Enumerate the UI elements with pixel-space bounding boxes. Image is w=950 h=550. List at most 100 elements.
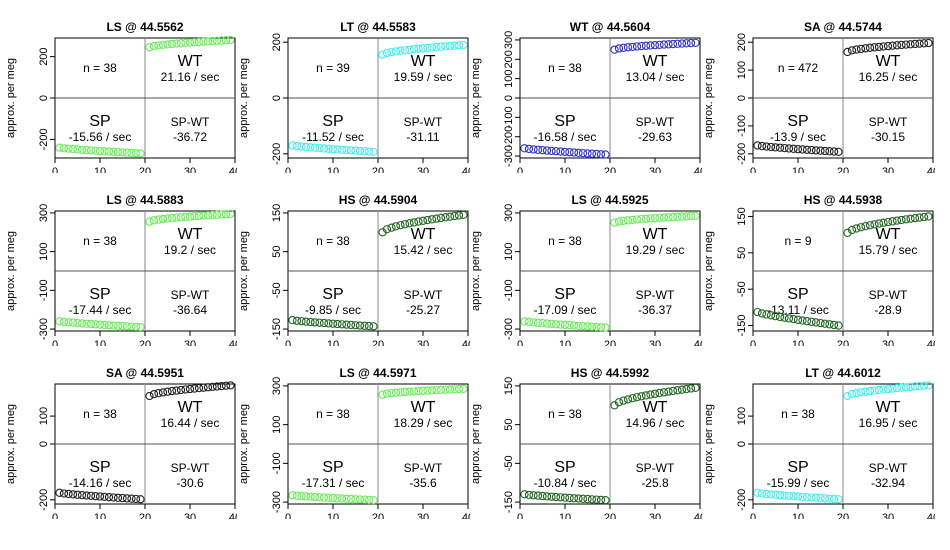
y-tick-label: 200: [38, 47, 50, 65]
sp-point: [113, 493, 123, 502]
sp-point: [798, 316, 807, 325]
sp-point: [292, 491, 302, 500]
diff-label: SP-WT: [636, 115, 675, 129]
y-tick-label: 300: [38, 204, 50, 222]
wt-point: [149, 216, 159, 225]
wt-point: [637, 41, 646, 51]
wt-point: [450, 385, 459, 394]
wt-point: [405, 387, 414, 396]
wt-point: [910, 214, 920, 223]
wt-label: WT: [411, 53, 436, 70]
sp-point: [820, 494, 830, 503]
sp-point: [113, 321, 123, 330]
x-tick-label: 20: [837, 512, 849, 519]
sp-point: [95, 320, 105, 329]
wt-point: [632, 215, 642, 224]
sp-point: [127, 494, 136, 503]
y-tick-label: -100: [38, 279, 50, 301]
wt-point: [163, 40, 172, 49]
sp-label: SP: [554, 286, 575, 303]
sp-label: SP: [89, 113, 110, 130]
sp-point: [533, 491, 543, 500]
y-tick-label: -100: [503, 106, 515, 128]
sp-point: [136, 495, 145, 504]
wt-point: [628, 215, 637, 225]
x-tick-label: 10: [94, 339, 106, 346]
sp-point: [333, 145, 342, 154]
wt-point: [686, 211, 696, 221]
wt-point: [441, 42, 450, 51]
sp-label: SP: [787, 459, 808, 476]
wt-rate: 13.04 / sec: [626, 70, 685, 84]
wt-point: [185, 38, 195, 47]
sp-point: [355, 146, 365, 156]
wt-point: [856, 44, 866, 54]
wt-point: [436, 42, 446, 51]
x-tick-label: 10: [94, 512, 106, 519]
wt-point: [454, 41, 464, 50]
wt-rate: 21.16 / sec: [161, 70, 220, 84]
wt-point: [221, 210, 231, 219]
wt-point: [409, 45, 419, 54]
y-tick-label: -300: [271, 491, 283, 513]
x-tick-label: 30: [649, 512, 661, 519]
wt-point: [167, 39, 177, 49]
wt-point: [217, 36, 226, 45]
wt-rate: 16.25 / sec: [859, 70, 918, 84]
wt-point: [610, 45, 619, 54]
wt-point: [879, 385, 888, 394]
y-tick-label: -100: [736, 115, 748, 137]
sp-point: [551, 320, 561, 329]
sp-point: [122, 494, 132, 503]
sp-point: [288, 491, 297, 500]
sp-point: [820, 319, 830, 328]
sp-point: [82, 491, 91, 500]
n-count: n = 38: [316, 234, 350, 248]
sp-point: [811, 318, 821, 327]
diff-label: SP-WT: [404, 115, 443, 129]
wt-point: [919, 381, 929, 390]
n-count: n = 38: [316, 407, 350, 421]
sp-point: [807, 317, 816, 326]
sp-point: [569, 494, 579, 503]
sp-point: [136, 149, 145, 158]
sp-point: [95, 492, 105, 501]
sp-point: [64, 144, 73, 153]
sp-point: [789, 314, 798, 324]
sp-point: [592, 495, 601, 504]
y-tick-label: 100: [736, 407, 748, 425]
sp-point: [301, 317, 311, 326]
sp-point: [802, 317, 812, 326]
wt-point: [441, 385, 450, 394]
wt-point: [673, 386, 682, 395]
wt-point: [682, 212, 691, 221]
sp-point: [369, 495, 378, 505]
sp-point: [301, 142, 311, 152]
y-tick-label: -200: [38, 489, 50, 511]
wt-point: [221, 36, 231, 45]
wt-point: [423, 215, 432, 225]
wt-rate: 15.79 / sec: [859, 243, 918, 257]
sp-point: [315, 493, 324, 502]
diff-value: -35.6: [409, 476, 437, 490]
sp-point: [292, 141, 302, 151]
sp-point: [596, 150, 606, 159]
wt-point: [185, 212, 195, 221]
sp-point: [757, 141, 767, 151]
diff-label: SP-WT: [636, 461, 675, 475]
sp-point: [306, 143, 315, 152]
sp-label: SP: [322, 286, 343, 303]
sp-point: [834, 147, 843, 157]
chart-panel-4: SA @ 44.5744 0 10 20 30 40 -200 -100 0 100 200 appr…: [703, 20, 935, 173]
sp-point: [337, 320, 347, 329]
y-tick-label: -300: [503, 318, 515, 340]
sp-point: [565, 493, 574, 503]
y-tick-label: -300: [38, 318, 50, 340]
wt-point: [382, 48, 392, 58]
wt-point: [691, 38, 700, 47]
y-axis-label: approx. per meg: [5, 58, 17, 138]
x-tick-label: 0: [285, 166, 291, 173]
y-tick-label: -200: [503, 126, 515, 148]
sp-point: [793, 492, 803, 501]
